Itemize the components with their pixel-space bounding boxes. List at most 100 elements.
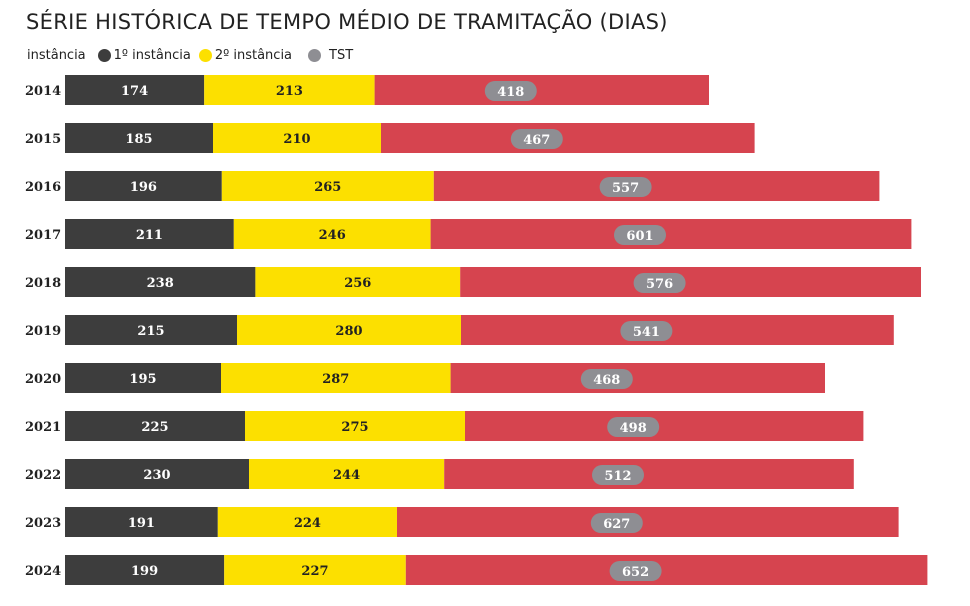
data-label: 174	[121, 84, 148, 99]
bar-segment-2a-instancia	[249, 459, 445, 489]
bar-segment-2a-instancia	[224, 555, 406, 585]
bar-segment-tst	[460, 267, 921, 297]
bar-segment-tst	[374, 75, 709, 105]
bar-segment-2a-instancia	[217, 507, 397, 537]
data-label-badge	[607, 417, 660, 437]
legend-item-1a-instancia: 1º instância	[97, 48, 191, 63]
bar-segment-tst	[433, 171, 880, 201]
bar-segment-1a-instancia	[65, 459, 249, 489]
y-tick-label: 2022	[25, 468, 61, 483]
bar-segment-1a-instancia	[65, 267, 256, 297]
y-tick-label: 2015	[25, 132, 61, 147]
data-label: 280	[335, 324, 362, 339]
bar-segment-1a-instancia	[65, 75, 205, 105]
legend-item-tst: TST	[300, 48, 353, 63]
data-label: 224	[294, 516, 321, 531]
y-tick-label: 2016	[25, 180, 61, 195]
bar-segment-2a-instancia	[237, 315, 461, 345]
data-label: 210	[283, 132, 310, 147]
data-label: 230	[143, 468, 170, 483]
bar-segment-1a-instancia	[65, 219, 234, 249]
data-label-badge	[580, 369, 633, 389]
data-label: 213	[276, 84, 303, 99]
data-label: 246	[319, 228, 346, 243]
data-label: 227	[301, 564, 328, 579]
data-label: 238	[147, 276, 174, 291]
legend-swatch-icon	[198, 49, 212, 62]
data-label-badge	[620, 321, 673, 341]
bar-segment-2a-instancia	[221, 171, 434, 201]
data-label: 196	[130, 180, 157, 195]
data-label: 199	[131, 564, 158, 579]
legend-label: 2º instância	[214, 48, 293, 63]
bar-segment-2a-instancia	[213, 123, 381, 153]
data-label: 627	[603, 517, 630, 532]
data-label: 576	[646, 277, 673, 292]
bar-segment-2a-instancia	[245, 411, 465, 441]
legend: instância 1º instância 2º instância TST	[27, 48, 361, 63]
y-tick-label: 2019	[25, 324, 61, 339]
data-label: 498	[620, 421, 647, 436]
data-label-badge	[510, 129, 563, 149]
bar-segment-tst	[444, 459, 854, 489]
legend-label: 1º instância	[113, 48, 191, 63]
data-label: 256	[344, 276, 371, 291]
bar-segment-1a-instancia	[65, 123, 213, 153]
legend-swatch-icon	[97, 49, 111, 62]
bar-segment-tst	[430, 219, 912, 249]
data-label-badge	[614, 225, 666, 245]
data-label: 244	[333, 468, 360, 483]
legend-label: TST	[329, 48, 354, 63]
y-tick-label: 2017	[25, 228, 61, 243]
bar-segment-2a-instancia	[204, 75, 375, 105]
chart-title: SÉRIE HISTÓRICA DE TEMPO MÉDIO DE TRAMIT…	[26, 10, 668, 34]
data-label-badge	[590, 513, 643, 533]
data-label: 225	[141, 420, 168, 435]
bar-segment-1a-instancia	[65, 411, 245, 441]
data-label-badge	[609, 561, 662, 581]
data-label: 265	[314, 180, 341, 195]
bar-segment-tst	[405, 555, 928, 585]
data-label: 601	[626, 229, 653, 244]
bar-segment-tst	[397, 507, 899, 537]
bar-segment-2a-instancia	[221, 363, 451, 393]
data-label-badge	[633, 273, 686, 293]
bar-segment-1a-instancia	[65, 363, 221, 393]
bar-segment-tst	[450, 363, 825, 393]
data-label-badge	[484, 81, 537, 101]
data-label-badge	[599, 177, 652, 197]
y-tick-label: 2018	[25, 276, 61, 291]
bar-segment-tst	[461, 315, 894, 345]
data-label: 512	[604, 469, 631, 484]
legend-title: instância	[27, 48, 86, 63]
data-label: 468	[593, 373, 620, 388]
data-label: 541	[633, 325, 660, 340]
bar-segment-tst	[381, 123, 755, 153]
data-label: 557	[612, 181, 639, 196]
data-label: 275	[341, 420, 368, 435]
data-label: 191	[128, 516, 155, 531]
y-tick-label: 2024	[25, 564, 61, 579]
data-label: 195	[129, 372, 156, 387]
data-label: 467	[523, 133, 550, 148]
bar-segment-2a-instancia	[233, 219, 431, 249]
legend-swatch-icon	[308, 49, 322, 62]
bar-segment-1a-instancia	[65, 555, 225, 585]
y-tick-label: 2023	[25, 516, 61, 531]
data-label: 211	[136, 228, 163, 243]
bar-segment-1a-instancia	[65, 171, 222, 201]
data-label-badge	[592, 465, 644, 485]
data-label: 418	[497, 85, 524, 100]
bar-segment-1a-instancia	[65, 315, 237, 345]
y-tick-label: 2021	[25, 420, 61, 435]
data-label: 185	[125, 132, 152, 147]
y-tick-label: 2014	[25, 84, 61, 99]
bar-segment-tst	[465, 411, 864, 441]
legend-item-2a-instancia: 2º instância	[198, 48, 293, 63]
y-tick-label: 2020	[25, 372, 61, 387]
bar-segment-2a-instancia	[255, 267, 461, 297]
data-label: 287	[322, 372, 349, 387]
data-label: 215	[137, 324, 164, 339]
bar-segment-1a-instancia	[65, 507, 218, 537]
